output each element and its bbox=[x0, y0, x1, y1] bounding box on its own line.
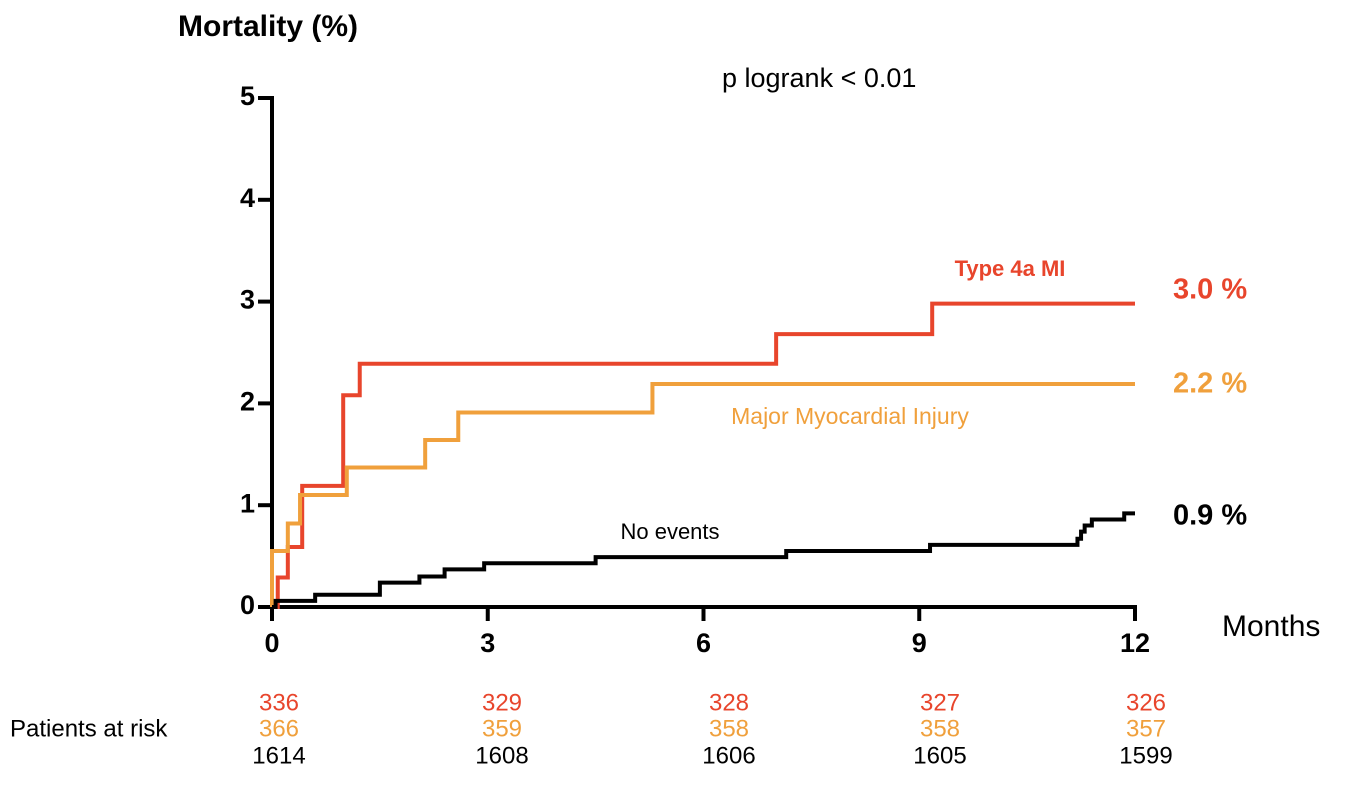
x-axis-label: Months bbox=[1222, 610, 1320, 643]
end-label: 2.2 % bbox=[1173, 368, 1247, 400]
risk-count: 1599 bbox=[1119, 742, 1172, 769]
annotation: p logrank < 0.01 bbox=[722, 63, 916, 93]
survival-curve bbox=[270, 382, 1135, 607]
x-tick-label: 6 bbox=[696, 628, 711, 658]
risk-count: 329 bbox=[482, 689, 522, 716]
y-axis-label: Mortality (%) bbox=[178, 10, 358, 43]
y-tick-label: 2 bbox=[240, 387, 255, 417]
x-tick-label: 3 bbox=[480, 628, 495, 658]
risk-count: 1608 bbox=[475, 742, 528, 769]
x-tick-label: 0 bbox=[264, 628, 279, 658]
y-tick-label: 5 bbox=[240, 81, 255, 111]
end-label: 3.0 % bbox=[1173, 274, 1247, 306]
x-tick-label: 9 bbox=[912, 628, 927, 658]
risk-count: 357 bbox=[1126, 715, 1166, 742]
survival-curve bbox=[272, 301, 1135, 609]
risk-table-label: Patients at risk bbox=[10, 715, 168, 742]
risk-count: 366 bbox=[259, 715, 299, 742]
x-tick-label: 12 bbox=[1120, 628, 1150, 658]
risk-count: 358 bbox=[709, 715, 749, 742]
risk-count: 1614 bbox=[252, 742, 305, 769]
y-tick-label: 1 bbox=[240, 488, 255, 518]
risk-count: 358 bbox=[920, 715, 960, 742]
risk-count: 326 bbox=[1126, 689, 1166, 716]
risk-count: 336 bbox=[259, 689, 299, 716]
y-tick-label: 3 bbox=[240, 285, 255, 315]
risk-count: 328 bbox=[709, 689, 749, 716]
y-tick-label: 4 bbox=[240, 183, 255, 213]
series-label: Type 4a MI bbox=[955, 256, 1066, 281]
series-label: No events bbox=[620, 519, 719, 544]
end-label: 0.9 % bbox=[1173, 500, 1247, 532]
risk-count: 327 bbox=[920, 689, 960, 716]
y-tick-label: 0 bbox=[240, 590, 255, 620]
series-label: Major Myocardial Injury bbox=[731, 403, 969, 429]
risk-count: 1605 bbox=[913, 742, 966, 769]
survival-curve bbox=[272, 511, 1135, 609]
risk-count: 359 bbox=[482, 715, 522, 742]
risk-count: 1606 bbox=[702, 742, 755, 769]
